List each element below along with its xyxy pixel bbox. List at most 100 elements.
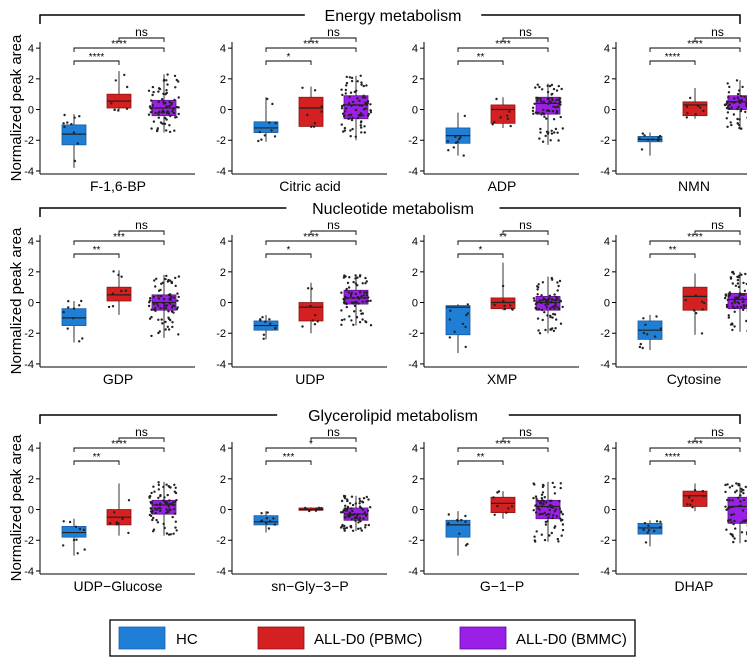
data-point — [127, 531, 130, 535]
row-bracket-gap — [304, 12, 482, 18]
data-point — [173, 98, 176, 102]
data-point — [266, 97, 269, 101]
data-point — [699, 106, 702, 109]
data-point — [70, 123, 73, 126]
sig-bracket-hc-bmmc: *** — [73, 232, 165, 245]
data-point — [550, 132, 554, 135]
data-point — [345, 509, 348, 512]
data-point — [727, 506, 731, 509]
data-point — [157, 488, 160, 491]
data-point — [120, 289, 123, 293]
data-point — [174, 276, 177, 280]
box-body — [682, 286, 708, 311]
data-point — [173, 74, 177, 78]
sig-label: ns — [711, 25, 724, 39]
data-point — [267, 527, 271, 530]
data-point — [342, 509, 345, 512]
data-point — [453, 330, 456, 333]
data-point — [464, 514, 467, 518]
data-point — [168, 508, 171, 511]
x-axis-label: F-1,6-BP — [90, 178, 146, 194]
box-bmmc — [532, 481, 565, 543]
data-point — [556, 289, 559, 292]
data-point — [111, 305, 115, 308]
sig-label: ** — [669, 245, 677, 256]
y-tick-label: 2 — [28, 474, 34, 486]
data-point — [346, 296, 349, 300]
data-point — [554, 127, 558, 131]
data-point — [532, 496, 535, 500]
data-point — [736, 92, 740, 96]
data-point — [351, 529, 355, 532]
y-tick-label: -2 — [600, 135, 610, 147]
data-point — [739, 305, 743, 309]
data-point — [643, 522, 647, 525]
data-point — [550, 83, 554, 87]
data-point — [165, 501, 168, 504]
box-body — [61, 124, 87, 146]
data-point — [554, 106, 557, 109]
y-tick-label: -4 — [216, 166, 226, 178]
box-hc — [61, 113, 87, 168]
data-point — [362, 294, 365, 297]
data-point — [340, 499, 344, 503]
box-body — [727, 496, 747, 524]
data-point — [310, 125, 313, 128]
data-point — [360, 126, 363, 129]
data-point — [269, 322, 272, 325]
data-point — [735, 296, 738, 299]
data-point — [348, 117, 351, 120]
sig-line — [649, 460, 696, 465]
y-tick-label: 0 — [604, 298, 610, 310]
data-point — [171, 321, 174, 324]
data-point — [357, 527, 360, 530]
data-point — [742, 304, 746, 307]
data-point — [358, 497, 361, 500]
data-point — [554, 304, 557, 308]
data-point — [165, 89, 168, 92]
data-point — [537, 283, 540, 286]
data-point — [729, 506, 733, 509]
data-point — [499, 116, 502, 119]
data-point — [113, 511, 116, 514]
data-point — [551, 316, 554, 319]
data-point — [454, 135, 457, 138]
data-point — [540, 533, 543, 536]
data-point — [155, 129, 159, 133]
data-point — [642, 317, 645, 320]
data-point — [550, 129, 553, 132]
data-point — [742, 308, 745, 312]
data-point — [173, 512, 177, 515]
data-point — [735, 482, 738, 485]
data-point — [456, 140, 459, 143]
data-point — [344, 295, 347, 298]
data-point — [369, 299, 372, 302]
sig-bracket-pbmc-bmmc: ns — [310, 218, 357, 235]
data-point — [553, 485, 556, 489]
sig-line — [457, 47, 549, 52]
y-tick-label: -2 — [408, 535, 418, 547]
data-point — [492, 496, 495, 499]
data-point — [177, 106, 180, 109]
y-tick-label: 0 — [604, 105, 610, 117]
data-point — [357, 302, 360, 305]
y-tick-label: -2 — [216, 328, 226, 340]
data-point — [124, 289, 128, 292]
data-point — [265, 522, 268, 525]
data-point — [343, 524, 346, 528]
data-point — [172, 108, 175, 111]
data-point — [446, 140, 450, 143]
y-axis-label: Normalized peak area — [8, 34, 25, 181]
data-point — [732, 540, 735, 544]
data-point — [169, 533, 172, 536]
data-point — [553, 131, 556, 134]
data-point — [268, 520, 272, 523]
data-point — [114, 79, 118, 82]
data-point — [159, 507, 162, 510]
data-point — [309, 304, 312, 308]
data-point — [357, 521, 360, 524]
data-point — [466, 303, 469, 306]
data-point — [556, 131, 559, 134]
